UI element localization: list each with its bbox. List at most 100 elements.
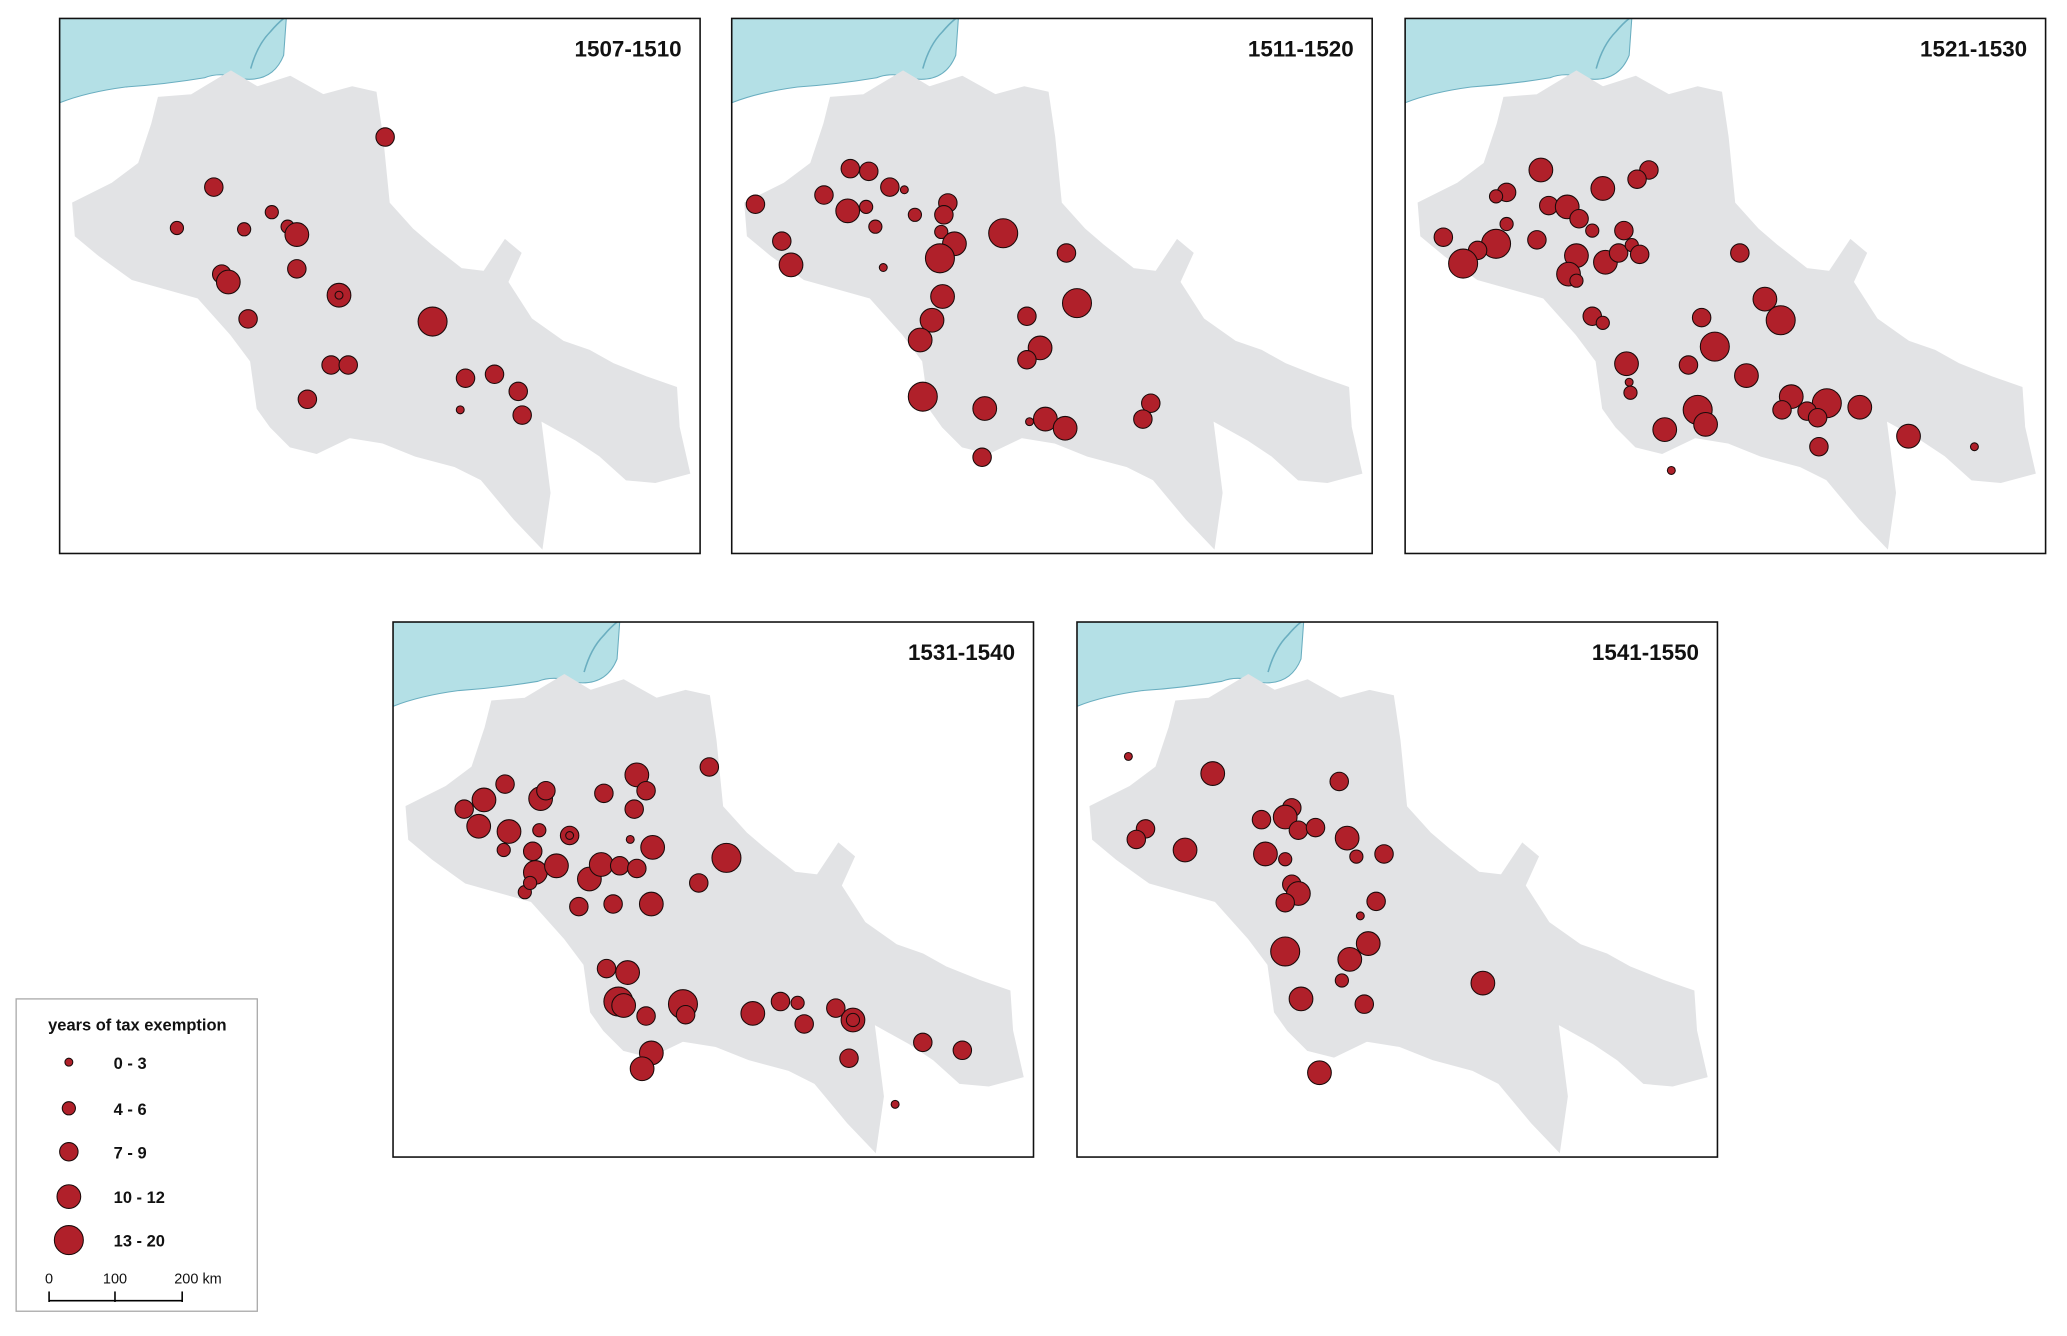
map-content bbox=[59, 18, 701, 554]
settlement-dot bbox=[790, 995, 805, 1010]
settlement-dot bbox=[625, 834, 635, 844]
settlement-dot bbox=[919, 307, 945, 333]
settlement-dot bbox=[495, 774, 515, 794]
settlement-dot bbox=[1528, 157, 1554, 183]
settlement-dot bbox=[972, 447, 992, 468]
settlement-dot bbox=[284, 222, 310, 247]
map-panel: 1521-1530 bbox=[1404, 17, 2047, 555]
map-content bbox=[731, 18, 1373, 554]
settlement-dot bbox=[1448, 248, 1479, 279]
settlement-dot bbox=[1614, 220, 1634, 241]
settlement-dot bbox=[169, 220, 185, 236]
settlement-dot bbox=[338, 355, 358, 375]
settlement-dot bbox=[636, 780, 656, 801]
settlement-dot bbox=[1123, 751, 1133, 761]
settlement-dot bbox=[471, 787, 497, 813]
legend-symbol bbox=[61, 1101, 76, 1116]
settlement-dot bbox=[1691, 307, 1712, 328]
settlement-dot bbox=[859, 199, 874, 215]
settlement-dot bbox=[629, 1056, 655, 1082]
settlement-dot bbox=[1666, 465, 1676, 475]
settlement-dot bbox=[624, 762, 650, 788]
legend: years of tax exemption 0 100 200 km 0 - … bbox=[15, 998, 258, 1312]
map-panel: 1531-1540 bbox=[392, 621, 1035, 1158]
legend-label: 0 - 3 bbox=[114, 1055, 147, 1073]
sea bbox=[59, 18, 287, 104]
settlement-dot bbox=[1355, 931, 1381, 956]
territory bbox=[744, 70, 1363, 550]
settlement-dot bbox=[778, 252, 804, 278]
settlement-dot bbox=[1734, 363, 1759, 388]
settlement-dot bbox=[1017, 350, 1037, 370]
settlement-dot bbox=[1017, 306, 1037, 327]
settlement-dot bbox=[237, 222, 252, 237]
settlement-dot bbox=[1896, 423, 1921, 449]
settlement-dot bbox=[890, 1099, 900, 1109]
panel-border bbox=[730, 17, 1373, 555]
settlement-dot bbox=[1807, 407, 1828, 428]
settlement-dot bbox=[1126, 829, 1147, 850]
settlement-dot bbox=[1624, 377, 1634, 387]
territory bbox=[1089, 673, 1708, 1154]
settlement-dot bbox=[508, 381, 528, 402]
settlement-dot bbox=[1569, 273, 1584, 288]
panel-border bbox=[58, 17, 701, 555]
settlement-dot bbox=[624, 799, 644, 819]
settlement-dot bbox=[638, 891, 664, 917]
settlement-dot bbox=[907, 207, 923, 222]
river bbox=[1595, 18, 1630, 69]
settlement-dot bbox=[711, 842, 742, 873]
legend-symbol bbox=[59, 1142, 79, 1162]
settlement-dot bbox=[878, 263, 888, 272]
settlement-dot bbox=[675, 1004, 696, 1025]
settlement-dot bbox=[287, 259, 307, 279]
settlement-dot bbox=[1200, 761, 1226, 786]
settlement-dot bbox=[204, 177, 224, 197]
settlement-dot bbox=[826, 998, 846, 1018]
settlement-dot bbox=[699, 757, 720, 777]
panel-title: 1531-1540 bbox=[908, 640, 1015, 665]
panel-title: 1507-1510 bbox=[575, 37, 682, 62]
settlement-dot bbox=[496, 842, 511, 858]
settlement-dot bbox=[215, 269, 241, 295]
settlement-dot bbox=[1251, 809, 1272, 830]
settlement-dot bbox=[1627, 169, 1647, 189]
legend-title: years of tax exemption bbox=[48, 1017, 226, 1035]
settlement-dot bbox=[264, 205, 279, 220]
settlement-dot bbox=[1061, 288, 1093, 319]
scale-label: 200 km bbox=[174, 1272, 222, 1288]
settlement-dot bbox=[627, 858, 647, 879]
legend-box bbox=[15, 998, 258, 1312]
scale-label: 100 bbox=[103, 1272, 127, 1288]
legend-label: 7 - 9 bbox=[114, 1144, 147, 1162]
sea bbox=[393, 622, 621, 707]
settlement-dot bbox=[1590, 176, 1616, 201]
settlement-dot bbox=[1585, 223, 1600, 238]
settlement-dot bbox=[522, 841, 543, 862]
settlement-dot bbox=[880, 177, 900, 197]
river bbox=[1267, 622, 1302, 673]
settlement-dot bbox=[924, 243, 955, 274]
settlement-dot bbox=[1730, 243, 1750, 263]
settlement-dot bbox=[772, 231, 792, 251]
settlement-dot bbox=[1433, 227, 1454, 247]
settlement-dot bbox=[603, 894, 623, 914]
settlement-dot bbox=[930, 284, 955, 309]
sea bbox=[1405, 18, 1633, 104]
settlement-dot bbox=[988, 218, 1019, 249]
settlement-dot bbox=[814, 185, 834, 205]
settlement-dot bbox=[1652, 417, 1678, 442]
sea bbox=[731, 18, 959, 104]
settlement-dot bbox=[1608, 243, 1629, 263]
panel-title: 1521-1530 bbox=[1920, 37, 2027, 62]
settlement-dot bbox=[1969, 442, 1979, 452]
settlement-dot bbox=[689, 873, 709, 893]
settlement-dot bbox=[1595, 315, 1610, 330]
settlement-dot bbox=[868, 219, 883, 234]
panel-border bbox=[1404, 17, 2047, 555]
settlement-dot bbox=[596, 958, 617, 979]
settlement-dot bbox=[1056, 243, 1077, 263]
settlement-dot bbox=[1354, 994, 1375, 1014]
map-panel: 1511-1520 bbox=[730, 17, 1373, 555]
